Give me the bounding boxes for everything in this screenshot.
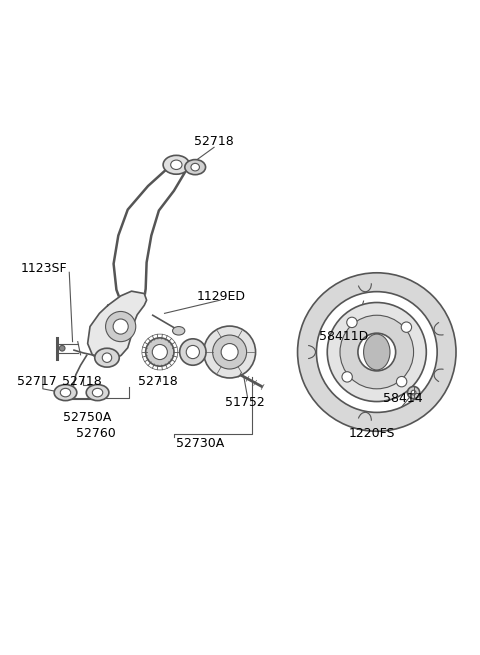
Ellipse shape — [191, 163, 199, 171]
Ellipse shape — [363, 334, 390, 370]
Circle shape — [186, 345, 199, 359]
Text: 52760: 52760 — [76, 427, 116, 440]
Ellipse shape — [54, 384, 77, 401]
Text: 52718: 52718 — [194, 135, 234, 147]
Text: 52717: 52717 — [17, 375, 57, 388]
Circle shape — [327, 303, 426, 402]
Ellipse shape — [171, 160, 182, 170]
Circle shape — [145, 338, 174, 366]
Circle shape — [221, 343, 238, 360]
Circle shape — [106, 312, 136, 342]
Ellipse shape — [92, 388, 103, 397]
Ellipse shape — [163, 155, 190, 174]
Text: 52730A: 52730A — [176, 437, 224, 449]
Circle shape — [347, 317, 357, 328]
Circle shape — [342, 371, 352, 382]
Text: 52718: 52718 — [138, 375, 177, 388]
Circle shape — [152, 345, 168, 360]
Text: 1129ED: 1129ED — [197, 290, 246, 303]
Circle shape — [60, 345, 65, 351]
Circle shape — [408, 386, 420, 399]
Circle shape — [180, 339, 206, 365]
Ellipse shape — [172, 327, 185, 335]
Circle shape — [204, 326, 255, 378]
Circle shape — [396, 377, 407, 387]
Polygon shape — [88, 291, 146, 360]
Circle shape — [213, 335, 247, 369]
Text: 1123SF: 1123SF — [21, 262, 68, 275]
Ellipse shape — [86, 384, 109, 401]
Ellipse shape — [60, 388, 71, 397]
Circle shape — [411, 390, 416, 395]
Text: 52750A: 52750A — [62, 411, 111, 424]
Circle shape — [102, 353, 112, 362]
Circle shape — [358, 333, 396, 371]
Circle shape — [113, 319, 128, 334]
Text: 51752: 51752 — [225, 396, 264, 409]
Circle shape — [340, 315, 414, 389]
Text: 58414: 58414 — [383, 392, 422, 405]
Text: 1220FS: 1220FS — [349, 427, 396, 440]
Text: 58411D: 58411D — [319, 330, 368, 343]
Circle shape — [401, 322, 411, 332]
Text: 52718: 52718 — [62, 375, 102, 388]
Ellipse shape — [95, 348, 119, 367]
Wedge shape — [298, 272, 456, 431]
Ellipse shape — [185, 160, 205, 175]
